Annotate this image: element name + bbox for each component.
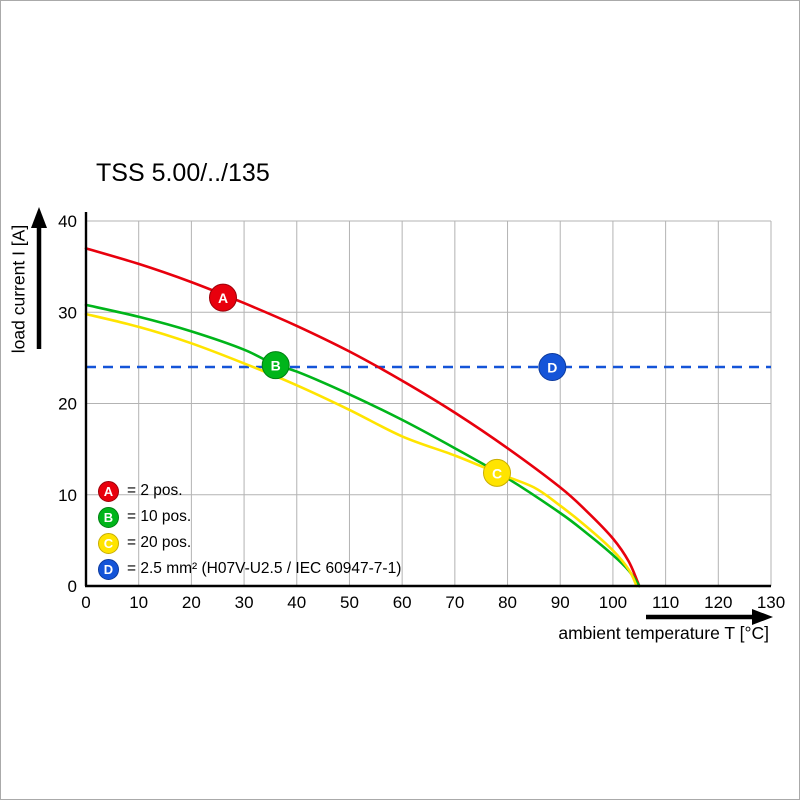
legend-badge-A: A [98, 480, 119, 502]
marker-C [483, 458, 511, 487]
legend-badge-C: C [98, 532, 119, 554]
legend-item-C: C = 20 pos. [98, 530, 401, 556]
legend-label-D: = 2.5 mm² (H07V-U2.5 / IEC 60947-7-1) [127, 560, 402, 577]
legend: A = 2 pos. B = 10 pos. C = 20 pos. D = 2… [98, 478, 401, 582]
curve-C [84, 312, 638, 588]
y-tick-label: 0 [68, 577, 77, 596]
legend-label-C: = 20 pos. [127, 534, 192, 551]
x-tick-label: 40 [287, 593, 306, 612]
x-tick-label: 50 [340, 593, 359, 612]
y-tick-label: 40 [58, 212, 77, 231]
x-tick-label: 130 [757, 593, 785, 612]
x-tick-label: 80 [498, 593, 517, 612]
legend-badge-B: B [98, 506, 119, 528]
y-tick-label: 30 [58, 303, 77, 322]
x-tick-label: 70 [445, 593, 464, 612]
x-tick-label: 60 [393, 593, 412, 612]
y-tick-label: 10 [58, 486, 77, 505]
marker-label-B: B [271, 358, 281, 374]
y-axis-arrow-head [31, 207, 47, 228]
chart-title: TSS 5.00/../135 [96, 159, 270, 187]
x-tick-label: 120 [704, 593, 732, 612]
x-tick-label: 30 [235, 593, 254, 612]
legend-label-A: = 2 pos. [127, 482, 183, 499]
x-tick-label: 10 [129, 593, 148, 612]
legend-item-A: A = 2 pos. [98, 478, 401, 504]
x-tick-label: 20 [182, 593, 201, 612]
marker-D [538, 353, 567, 381]
y-tick-label: 20 [58, 395, 77, 414]
x-tick-label: 110 [652, 593, 679, 612]
x-tick-label: 90 [551, 593, 570, 612]
marker-A [209, 283, 237, 312]
x-tick-label: 0 [81, 593, 90, 612]
x-axis-title: ambient temperature T [°C] [558, 623, 769, 643]
marker-label-C: C [492, 465, 502, 481]
x-tick-label: 100 [599, 593, 627, 612]
legend-item-D: D = 2.5 mm² (H07V-U2.5 / IEC 60947-7-1) [98, 556, 401, 582]
marker-B [261, 351, 290, 380]
legend-badge-D: D [98, 558, 119, 580]
curve-B [84, 303, 641, 588]
marker-label-A: A [218, 290, 228, 306]
marker-label-D: D [547, 360, 557, 376]
x-axis-arrow-head [752, 609, 773, 625]
curve-A [84, 247, 641, 588]
y-axis-title: load current I [A] [8, 224, 29, 354]
legend-label-B: = 10 pos. [127, 508, 192, 525]
legend-item-B: B = 10 pos. [98, 504, 401, 530]
